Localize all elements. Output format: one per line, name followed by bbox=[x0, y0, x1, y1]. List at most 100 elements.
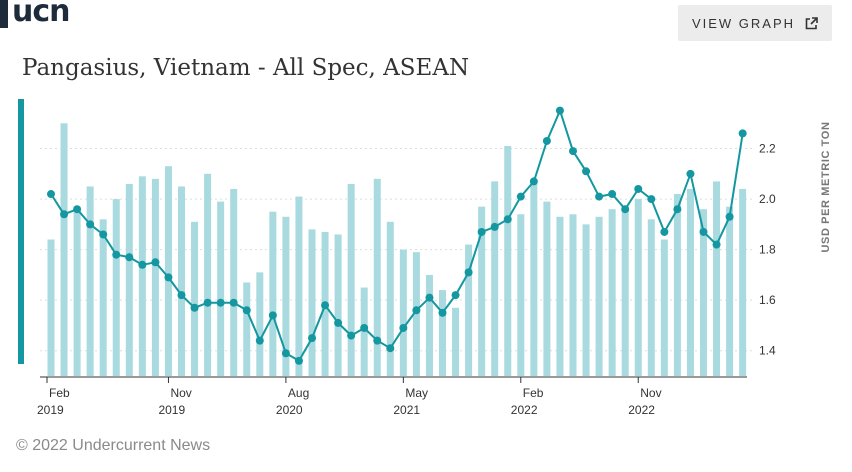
data-point bbox=[281, 349, 290, 358]
data-point bbox=[99, 230, 108, 239]
data-point bbox=[686, 169, 695, 178]
copyright: © 2022 Undercurrent News bbox=[16, 437, 211, 454]
view-graph-label: VIEW GRAPH bbox=[691, 15, 796, 31]
bar bbox=[478, 206, 486, 376]
data-point bbox=[73, 205, 82, 214]
data-point bbox=[164, 273, 173, 282]
data-point bbox=[216, 298, 225, 307]
bar-series bbox=[47, 123, 747, 376]
x-tick-label-month: Feb bbox=[523, 386, 544, 400]
bar bbox=[125, 183, 133, 376]
bar bbox=[452, 307, 460, 376]
data-point bbox=[360, 323, 369, 332]
bar bbox=[191, 221, 199, 376]
bar bbox=[504, 146, 512, 376]
data-point bbox=[242, 306, 251, 315]
bar bbox=[399, 249, 407, 376]
bar bbox=[439, 290, 446, 376]
x-tick-label-year: 2021 bbox=[393, 403, 420, 417]
bar bbox=[634, 199, 642, 376]
bar bbox=[256, 272, 264, 376]
y-tick-label: 1.8 bbox=[759, 243, 776, 257]
bar bbox=[151, 178, 159, 376]
data-point bbox=[503, 215, 512, 224]
data-point bbox=[321, 301, 330, 310]
data-point bbox=[451, 291, 460, 300]
bar bbox=[295, 196, 303, 376]
x-tick-label-month: Aug bbox=[288, 386, 309, 400]
data-point bbox=[294, 356, 303, 365]
x-tick-label-year: 2019 bbox=[158, 403, 185, 417]
data-point bbox=[125, 253, 134, 262]
logo[interactable]: ucn bbox=[12, 0, 70, 29]
bar bbox=[138, 176, 146, 376]
data-point bbox=[569, 147, 577, 156]
y-tick-label: 1.4 bbox=[759, 344, 776, 358]
bar bbox=[73, 206, 81, 376]
data-point bbox=[673, 205, 682, 214]
y-axis: 1.4 1.6 1.8 2.0 2.2 bbox=[759, 142, 776, 358]
data-point bbox=[647, 195, 656, 204]
data-point bbox=[347, 331, 356, 340]
bar bbox=[86, 186, 94, 376]
bar bbox=[47, 239, 55, 376]
x-tick-label-month: Nov bbox=[170, 386, 191, 400]
bar bbox=[491, 181, 499, 376]
bar bbox=[465, 244, 473, 376]
data-point bbox=[177, 291, 186, 300]
logo-accent-bar bbox=[0, 0, 8, 28]
data-point bbox=[190, 303, 199, 312]
bar bbox=[556, 216, 564, 376]
y-tick-label: 2.2 bbox=[759, 142, 776, 156]
bar bbox=[673, 194, 681, 376]
data-point bbox=[255, 336, 264, 345]
data-point bbox=[542, 136, 551, 145]
x-tick-label-year: 2022 bbox=[628, 403, 655, 417]
x-tick-label-year: 2020 bbox=[276, 403, 303, 417]
bar bbox=[726, 206, 734, 376]
view-graph-button[interactable]: VIEW GRAPH bbox=[678, 5, 832, 41]
bar bbox=[582, 224, 590, 376]
bar bbox=[347, 183, 355, 376]
data-point bbox=[229, 298, 238, 307]
bar bbox=[595, 216, 603, 376]
x-tick-label-month: Nov bbox=[640, 386, 661, 400]
data-point bbox=[203, 298, 212, 307]
bar bbox=[269, 211, 277, 376]
bar bbox=[178, 186, 185, 376]
data-point bbox=[712, 240, 721, 249]
data-point bbox=[660, 227, 669, 236]
x-tick-label-month: May bbox=[405, 386, 428, 400]
bar bbox=[425, 274, 433, 376]
data-point bbox=[373, 336, 382, 345]
bar bbox=[739, 188, 747, 376]
x-axis: Feb 2019 Nov 2019 Aug 2020 May 2021 Feb 2022 Nov 20… bbox=[37, 376, 747, 417]
bar bbox=[230, 188, 238, 376]
data-point bbox=[725, 212, 734, 221]
data-point bbox=[60, 210, 69, 219]
bar bbox=[112, 199, 120, 376]
data-point bbox=[138, 260, 147, 269]
data-point bbox=[464, 268, 473, 277]
bar bbox=[700, 209, 707, 376]
data-point bbox=[699, 227, 708, 236]
bar bbox=[686, 188, 694, 376]
data-point bbox=[595, 192, 604, 201]
bar bbox=[530, 181, 538, 376]
data-point bbox=[438, 308, 447, 317]
x-tick-label-year: 2022 bbox=[511, 403, 538, 417]
data-point bbox=[112, 250, 121, 259]
x-tick-label-year: 2019 bbox=[37, 403, 64, 417]
bar bbox=[243, 282, 251, 376]
bar bbox=[621, 206, 629, 376]
data-point bbox=[634, 184, 643, 193]
bar bbox=[569, 214, 577, 376]
bar bbox=[282, 216, 290, 376]
data-point bbox=[47, 190, 55, 199]
chart-title: Pangasius, Vietnam - All Spec, ASEAN bbox=[22, 55, 470, 81]
y-axis-label: USD PER METRIC TON bbox=[820, 122, 832, 253]
bar bbox=[647, 219, 655, 376]
x-tick-label-month: Feb bbox=[49, 386, 70, 400]
line-series bbox=[47, 106, 747, 365]
data-point bbox=[738, 129, 747, 138]
